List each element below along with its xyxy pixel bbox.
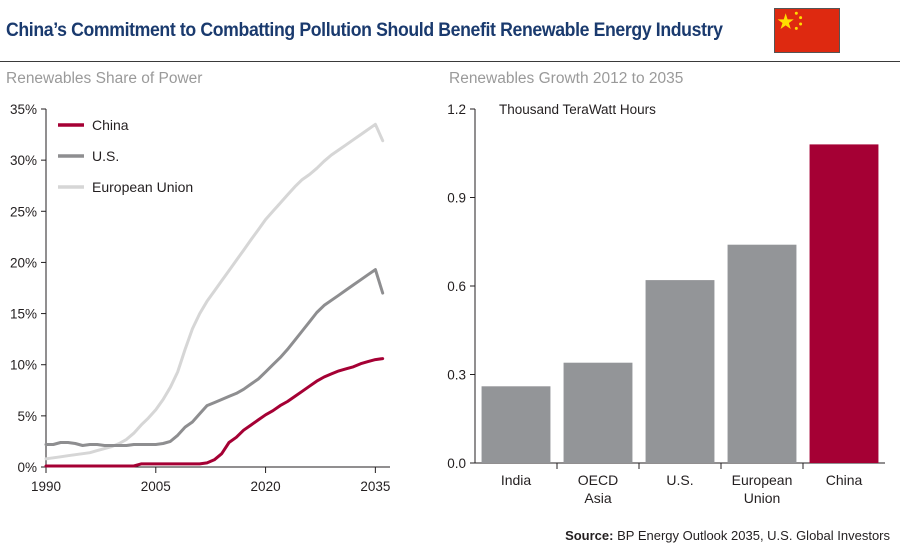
category-label-line: Union — [744, 490, 781, 506]
bar — [563, 362, 633, 463]
line-chart-title: Renewables Share of Power — [6, 70, 203, 87]
series-line-european-union — [44, 122, 385, 461]
category-label: U.S. — [666, 472, 693, 488]
category-label-line: U.S. — [666, 472, 693, 488]
china-flag-icon — [774, 8, 840, 53]
y-tick-label: 0.0 — [447, 456, 466, 471]
y-tick-label: 5% — [17, 409, 37, 424]
category-label: European Union — [732, 472, 793, 506]
series-line-china — [44, 357, 385, 468]
category-label: OECD Asia — [578, 472, 618, 506]
category-label-line: Asia — [584, 490, 611, 506]
y-tick-label: 10% — [10, 358, 37, 373]
line-chart: 0% 5% 10% 15% 20% 25% 30% 35% 1990 2005 2020 2035 Ch… — [10, 102, 390, 494]
legend-label: U.S. — [92, 148, 119, 164]
title-divider — [0, 61, 900, 62]
y-tick-label: 0.6 — [447, 279, 466, 294]
page-title: China’s Commitment to Combatting Polluti… — [6, 20, 723, 41]
bar — [727, 244, 797, 463]
category-label: India — [501, 472, 532, 488]
category-label-line: China — [826, 472, 863, 488]
category-label-line: European — [732, 472, 793, 488]
category-label-line: India — [501, 472, 532, 488]
category-label-line: OECD — [578, 472, 618, 488]
y-tick-label: 15% — [10, 307, 37, 322]
x-tick-label: 2035 — [360, 479, 390, 494]
y-tick-label: 20% — [10, 255, 37, 270]
legend-label: European Union — [92, 179, 193, 195]
x-tick-label: 2005 — [141, 479, 171, 494]
category-label: China — [826, 472, 863, 488]
bar-chart-title: Renewables Growth 2012 to 2035 — [449, 70, 684, 87]
bar — [809, 144, 879, 463]
bar-chart: 0.0 0.3 0.6 0.9 1.2 Thousand TeraWatt Hours In… — [447, 102, 885, 506]
y-tick-label: 35% — [10, 102, 37, 117]
source-text: BP Energy Outlook 2035, U.S. Global Inve… — [617, 528, 890, 543]
y-tick-label: 30% — [10, 153, 37, 168]
x-tick-label: 1990 — [31, 479, 61, 494]
unit-label: Thousand TeraWatt Hours — [499, 102, 656, 117]
x-tick-label: 2020 — [251, 479, 281, 494]
y-tick-label: 25% — [10, 204, 37, 219]
y-tick-label: 1.2 — [447, 102, 466, 117]
series-line-u-s — [44, 268, 385, 447]
legend-label: China — [92, 117, 129, 133]
bar — [481, 386, 551, 463]
bar — [645, 280, 715, 463]
y-tick-label: 0.3 — [447, 368, 466, 383]
y-tick-label: 0.9 — [447, 191, 466, 206]
source-note: Source: BP Energy Outlook 2035, U.S. Glo… — [565, 528, 890, 543]
source-label: Source: — [565, 528, 614, 543]
y-tick-label: 0% — [17, 460, 37, 475]
